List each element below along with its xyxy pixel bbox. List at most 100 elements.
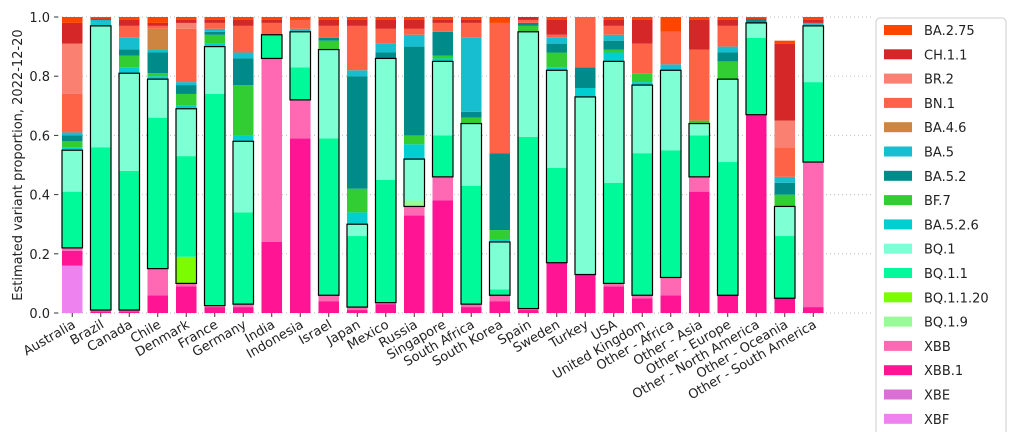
bar-segment	[603, 286, 625, 313]
bar-segment	[346, 17, 368, 20]
legend-label: BQ.1	[924, 243, 956, 258]
bar-segment	[574, 274, 596, 313]
bar-segment	[147, 268, 169, 296]
bar-segment	[432, 22, 454, 32]
bar-segment	[261, 34, 283, 59]
bar-segment	[318, 295, 340, 302]
bar-segment	[318, 37, 340, 41]
bar-segment	[61, 22, 83, 44]
bar-segment	[118, 25, 140, 38]
group-outline	[688, 122, 711, 178]
legend-label: XBF	[924, 413, 949, 428]
legend-swatch	[884, 49, 912, 60]
bar-segment	[289, 19, 311, 29]
y-tick-label: 1.0	[29, 11, 50, 26]
bar-segment	[688, 176, 710, 192]
bar-segment	[175, 283, 197, 287]
legend-label: BA.5.2.6	[924, 218, 979, 233]
bar-segment	[717, 61, 739, 80]
bar-segment	[232, 52, 254, 59]
bar-segment	[460, 111, 482, 118]
bar-segment	[460, 185, 482, 305]
legend-label: XBB	[924, 340, 951, 355]
bar-segment	[603, 19, 625, 26]
group-outline	[460, 122, 483, 305]
bar-segment	[61, 43, 83, 94]
legend-swatch	[884, 73, 912, 84]
bar-segment	[375, 28, 397, 44]
legend-swatch	[884, 97, 912, 108]
bar-segment	[318, 19, 340, 26]
bar-segment	[460, 117, 482, 124]
legend-label: CH.1.1	[924, 48, 967, 63]
bar-segment	[289, 67, 311, 100]
bar-segment	[232, 135, 254, 142]
legend-swatch	[884, 268, 912, 278]
bar-segment	[546, 43, 568, 53]
bar-segment	[489, 22, 511, 154]
bar-segment	[546, 167, 568, 263]
bar-segment	[403, 17, 425, 20]
bar-segment	[375, 43, 397, 53]
bar-segment	[432, 61, 454, 136]
bar-segment	[802, 307, 824, 313]
bar-segment	[289, 17, 311, 20]
bar-segment	[660, 64, 682, 71]
bar-segment	[403, 200, 425, 207]
bar-segment	[61, 250, 83, 266]
legend-swatch	[884, 25, 912, 35]
group-outline	[602, 60, 625, 285]
bar-segment	[774, 194, 796, 207]
group-outline	[802, 25, 825, 163]
bar-segment	[546, 37, 568, 44]
bar-segment	[90, 310, 112, 312]
legend-label: XBE	[924, 389, 950, 404]
legend-swatch	[884, 195, 912, 206]
bar-segment	[460, 123, 482, 186]
bar-segment	[688, 120, 710, 124]
bar-segment	[232, 307, 254, 313]
bar-segment	[90, 147, 112, 311]
bar-segment	[118, 67, 140, 74]
bar-segment	[517, 310, 539, 313]
bar-segment	[717, 79, 739, 163]
bar-segment	[147, 17, 169, 23]
bar-segment	[802, 82, 824, 163]
bar-segment	[175, 105, 197, 109]
bar-segment	[460, 307, 482, 313]
bar-segment	[717, 17, 739, 20]
bar-segment	[774, 298, 796, 313]
bar-segment	[603, 182, 625, 284]
legend-swatch	[884, 122, 912, 133]
bar-segment	[631, 19, 653, 44]
bar-segment	[118, 19, 140, 26]
legend-label: BA.4.6	[924, 121, 966, 136]
legend-swatch	[884, 316, 912, 327]
legend-swatch	[884, 365, 912, 376]
bar-segment	[90, 17, 112, 19]
legend-label: BA.5	[924, 146, 954, 161]
bar-segment	[432, 19, 454, 23]
bar-segment	[660, 150, 682, 278]
bar-segment	[147, 52, 169, 74]
bar-segment	[147, 79, 169, 118]
bar-segment	[175, 85, 197, 94]
bar-segment	[232, 141, 254, 213]
bar-segment	[204, 28, 226, 32]
legend-label: BQ.1.1	[924, 267, 968, 282]
bar-segment	[147, 28, 169, 50]
bar-segment	[147, 117, 169, 269]
bar-segment	[232, 19, 254, 26]
bar-segment	[660, 295, 682, 313]
group-outline	[488, 241, 511, 296]
bar-segment	[660, 70, 682, 151]
bar-segment	[603, 25, 625, 35]
bar-segment	[460, 17, 482, 20]
bar-segment	[289, 99, 311, 139]
bar-segment	[375, 17, 397, 20]
bar-segment	[774, 176, 796, 183]
legend-label: BF.7	[924, 194, 951, 209]
bar-segment	[802, 17, 824, 20]
bar-segment	[489, 17, 511, 23]
bar-segment	[631, 298, 653, 313]
